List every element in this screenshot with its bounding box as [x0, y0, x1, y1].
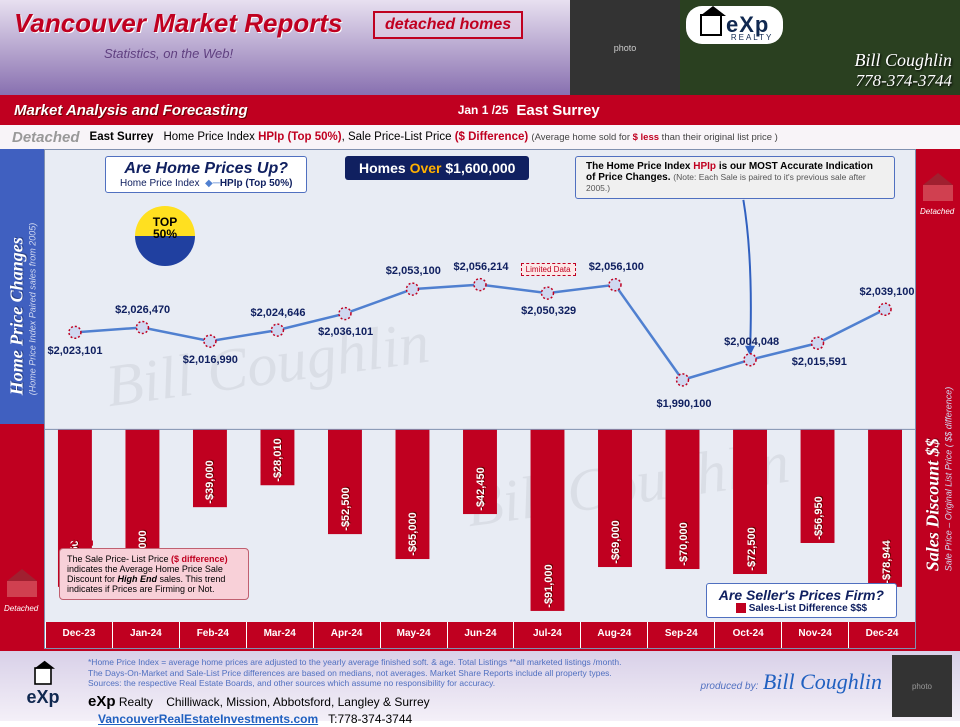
x-tick: Feb-24	[179, 622, 246, 648]
red-bar: Market Analysis and Forecasting Jan 1 /2…	[0, 95, 960, 125]
detached-homes-box: detached homes	[373, 11, 523, 39]
detached-label: Detached	[12, 129, 80, 146]
line-value-label: $2,053,100	[386, 265, 441, 277]
bar-value-label: -$69,000	[610, 520, 622, 563]
limited-data-tag: Limited Data	[521, 263, 576, 276]
subtitle-line: Detached East Surrey Home Price Index HP…	[0, 125, 960, 149]
forecast-label: Market Analysis and Forecasting	[14, 102, 248, 119]
detached-small: Detached	[4, 604, 38, 613]
x-tick: Oct-24	[714, 622, 781, 648]
line-value-label: $2,036,101	[318, 326, 373, 338]
footer-bottom: eXp Realty Chilliwack, Mission, Abbotsfo…	[88, 693, 662, 727]
bar-value-label: -$39,000	[204, 460, 216, 503]
bar-value-label: -$65,000	[407, 512, 419, 555]
x-tick: Dec-23	[45, 622, 112, 648]
x-tick: Sep-24	[647, 622, 714, 648]
exp-logo: eXp REALTY	[686, 6, 783, 44]
x-tick: Mar-24	[246, 622, 313, 648]
side-right: Detached TOP50% Sales Discount $$ Sale P…	[916, 149, 960, 649]
bar-value-label: -$42,450	[475, 467, 487, 510]
bar-value-label: -$78,944	[881, 540, 893, 583]
house-icon	[923, 177, 953, 201]
region-label: East Surrey	[90, 131, 154, 143]
legend-square-icon	[736, 603, 746, 613]
line-value-label: $2,056,214	[453, 261, 508, 273]
line-value-label: $2,016,990	[183, 354, 238, 366]
chart-area: Bill Coughlin Bill Coughlin Are Home Pri…	[44, 149, 916, 649]
header-subtitle: Statistics, on the Web!	[104, 46, 556, 61]
line-value-label: $2,050,329	[521, 305, 576, 317]
house-icon	[7, 573, 37, 597]
report-region: East Surrey	[516, 102, 599, 119]
footer-logo: eXp	[8, 655, 78, 717]
bar-value-label: -$91,000	[543, 564, 555, 607]
bar-value-label: -$72,500	[746, 527, 758, 570]
report-date: Jan 1 /25	[458, 103, 509, 117]
x-tick: May-24	[380, 622, 447, 648]
side-left: Home Price Changes (Home Price Index Pai…	[0, 149, 44, 649]
subline-text: Home Price Index HPIp (Top 50%), Sale Pr…	[163, 131, 777, 143]
trend-arrow-icon: ↗↘	[68, 531, 95, 551]
report-title: Vancouver Market Reports	[14, 8, 342, 38]
side-left-label: Home Price Changes (Home Price Index Pai…	[7, 223, 38, 396]
line-value-label: $1,990,100	[656, 398, 711, 410]
header-right: eXp REALTY Bill Coughlin 778-374-3744	[680, 0, 960, 95]
line-value-label: $2,056,100	[589, 261, 644, 273]
line-value-label: $2,004,048	[724, 336, 779, 348]
bar-value-label: -$52,500	[340, 487, 352, 530]
bar-value-label: -$56,950	[813, 496, 825, 539]
seller-question: Are Seller's Prices Firm?	[719, 587, 884, 603]
x-tick: Jan-24	[112, 622, 179, 648]
header-left: Vancouver Market Reports detached homes …	[0, 0, 570, 95]
x-tick: Nov-24	[781, 622, 848, 648]
exp-sub: REALTY	[731, 33, 774, 42]
exp-brand-small: eXp	[26, 687, 59, 708]
x-tick: Jul-24	[513, 622, 580, 648]
agent-phone: 778-374-3744	[856, 71, 952, 91]
x-tick: Jun-24	[447, 622, 514, 648]
line-value-label: $2,024,646	[250, 307, 305, 319]
agent-photo-small: photo	[892, 655, 952, 717]
footer-text: *Home Price Index = average home prices …	[88, 655, 662, 717]
x-axis: Dec-23Jan-24Feb-24Mar-24Apr-24May-24Jun-…	[45, 622, 915, 648]
footer: eXp *Home Price Index = average home pri…	[0, 649, 960, 721]
house-icon	[700, 14, 722, 36]
seller-box: Are Seller's Prices Firm? Sales-List Dif…	[706, 583, 897, 618]
x-tick: Apr-24	[313, 622, 380, 648]
line-value-label: $2,039,100	[859, 286, 914, 298]
line-value-label: $2,015,591	[792, 356, 847, 368]
producer-name: Bill Coughlin	[763, 669, 882, 694]
bar-value-label: -$70,000	[678, 522, 690, 565]
detached-small: Detached	[920, 207, 954, 216]
header: Vancouver Market Reports detached homes …	[0, 0, 960, 95]
pink-note: ↗↘ The Sale Price- List Price ($ differe…	[59, 548, 249, 600]
footer-right: produced by: Bill Coughlin	[672, 655, 882, 717]
x-tick: Aug-24	[580, 622, 647, 648]
agent-photo: photo	[570, 0, 680, 95]
side-right-label: Sales Discount $$ Sale Price – Original …	[923, 387, 954, 572]
website-link[interactable]: VancouverRealEstateInvestments.com	[98, 712, 318, 726]
line-value-label: $2,023,101	[47, 345, 102, 357]
bar-value-label: -$28,010	[272, 438, 284, 481]
x-tick: Dec-24	[848, 622, 915, 648]
agent-name: Bill Coughlin	[854, 50, 952, 71]
line-value-label: $2,026,470	[115, 304, 170, 316]
seller-legend: Sales-List Difference $$$	[719, 603, 884, 614]
chart-container: Home Price Changes (Home Price Index Pai…	[0, 149, 960, 649]
house-icon	[34, 667, 52, 685]
